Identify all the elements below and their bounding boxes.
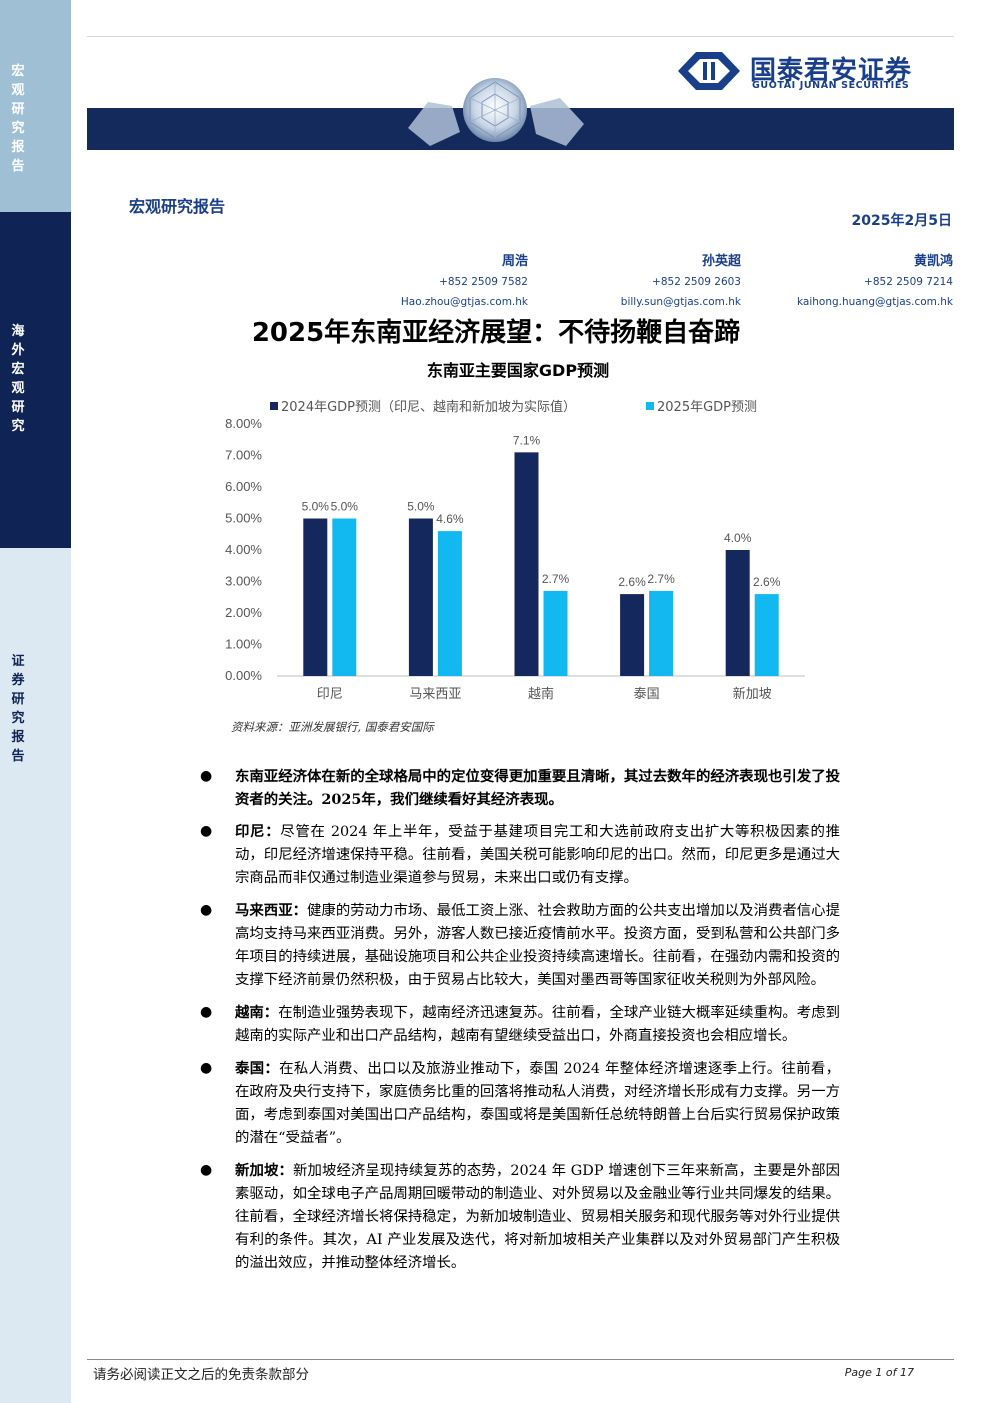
x-tick-label: 新加坡	[733, 686, 772, 702]
data-label: 4.6%	[436, 512, 464, 526]
data-label: 2.7%	[542, 572, 570, 586]
x-tick-label: 马来西亚	[409, 687, 461, 702]
author-block: 孙英超 +852 2509 2603 billy.sun@gtjas.com.h…	[541, 250, 741, 312]
footer-disclaimer: 请务必阅读正文之后的免责条款部分	[93, 1367, 309, 1383]
sidebar-segment-macro: 宏观研究报告	[0, 0, 71, 212]
bullet-text: 东南亚经济体在新的全球格局中的定位变得更加重要且清晰，其过去数年的经济表现也引发…	[235, 768, 840, 808]
author-block: 周浩 +852 2509 7582 Hao.zhou@gtjas.com.hk	[328, 250, 528, 312]
bullet-item: ● 马来西亚：健康的劳动力市场、最低工资上涨、社会救助方面的公共支出增加以及消费者…	[200, 899, 840, 992]
data-label: 7.1%	[513, 433, 541, 447]
legend-swatch	[646, 402, 654, 410]
sidebar-segment-securities: 证券研究报告	[0, 548, 71, 1403]
logo-text-en: GUOTAI JUNAN SECURITIES	[752, 80, 910, 91]
x-tick-label: 越南	[528, 686, 554, 702]
y-tick-label: 5.00%	[225, 511, 262, 526]
report-title: 2025年东南亚经济展望：不待扬鞭自奋蹄	[251, 318, 741, 348]
legend-label: 2025年GDP预测	[657, 400, 757, 415]
bar-2024	[725, 550, 750, 676]
bar-2025	[332, 518, 357, 676]
bar-2024	[620, 594, 645, 676]
logo-icon	[678, 52, 740, 90]
author-phone: +852 2509 2603	[652, 276, 741, 288]
sidebar-label-macro: 宏观研究报告	[11, 64, 25, 174]
author-email[interactable]: billy.sun@gtjas.com.hk	[620, 296, 741, 308]
author-name: 周浩	[501, 254, 528, 269]
company-logo: 国泰君安证券 GUOTAI JUNAN SECURITIES	[676, 50, 956, 92]
bullet-item: ● 泰国：在私人消费、出口以及旅游业推动下，泰国 2024 年整体经济增速逐季上行…	[200, 1057, 840, 1150]
bullet-label: 新加坡：	[235, 1162, 293, 1179]
bullet-label: 印尼：	[235, 823, 281, 840]
bar-2025	[754, 594, 779, 676]
y-tick-label: 3.00%	[225, 574, 262, 589]
bar-2024	[408, 518, 433, 676]
page-number: Page 1 of 17	[844, 1366, 914, 1379]
bullet-list: ● 东南亚经济体在新的全球格局中的定位变得更加重要且清晰，其过去数年的经济表现也引…	[200, 765, 840, 1284]
data-label: 5.0%	[331, 500, 359, 514]
bullet-text: 尽管在 2024 年上半年，受益于基建项目完工和大选前政府支出扩大等积极因素的推…	[235, 824, 840, 886]
data-label: 5.0%	[407, 500, 435, 514]
data-label: 2.7%	[647, 572, 675, 586]
author-email[interactable]: Hao.zhou@gtjas.com.hk	[400, 296, 528, 308]
footer-rule	[87, 1359, 954, 1360]
bullet-item: ● 新加坡：新加坡经济呈现持续复苏的态势，2024 年 GDP 增速创下三年来新高…	[200, 1159, 840, 1275]
x-tick-label: 泰国	[634, 687, 660, 702]
bullet-text: 健康的劳动力市场、最低工资上涨、社会救助方面的公共支出增加以及消费者信心提高均支…	[235, 903, 840, 988]
bar-2025	[437, 531, 462, 676]
chart-title: 东南亚主要国家GDP预测	[426, 361, 610, 380]
header-rule	[87, 36, 954, 37]
y-tick-label: 6.00%	[225, 479, 262, 494]
author-name: 黄凯鸿	[913, 254, 953, 269]
bullet-item: ● 越南：在制造业强势表现下，越南经济迅速复苏。往前看，全球产业链大概率延续重构。…	[200, 1001, 840, 1048]
sidebar-label-securities: 证券研究报告	[11, 654, 25, 764]
report-date: 2025年2月5日	[851, 213, 952, 229]
y-tick-label: 4.00%	[225, 542, 262, 557]
y-tick-label: 0.00%	[225, 668, 262, 683]
author-phone: +852 2509 7582	[439, 276, 528, 288]
sidebar: 宏观研究报告 海外宏观研究 证券研究报告	[0, 0, 71, 1403]
y-tick-label: 1.00%	[225, 637, 262, 652]
bar-2025	[543, 590, 568, 676]
author-email[interactable]: kaihong.huang@gtjas.com.hk	[797, 296, 953, 308]
chart-source: 资料来源：亚洲发展银行, 国泰君安国际	[231, 720, 434, 734]
bullet-label: 越南：	[235, 1004, 279, 1021]
bullet-icon: ●	[200, 823, 213, 839]
bullet-text: 在私人消费、出口以及旅游业推动下，泰国 2024 年整体经济增速逐季上行。往前看…	[235, 1061, 840, 1146]
gdp-bar-chart: 0.00% 1.00% 2.00% 3.00% 4.00% 5.00% 6.00% 7.00%…	[225, 399, 805, 702]
report-type: 宏观研究报告	[129, 197, 226, 216]
data-label: 5.0%	[302, 500, 330, 514]
y-tick-label: 7.00%	[225, 448, 262, 463]
logo-text-cn: 国泰君安证券	[750, 56, 913, 86]
legend-label: 2024年GDP预测（印尼、越南和新加坡为实际值）	[281, 399, 576, 415]
bar-2025	[649, 590, 674, 676]
bullet-item: ● 东南亚经济体在新的全球格局中的定位变得更加重要且清晰，其过去数年的经济表现也引…	[200, 765, 840, 811]
author-phone: +852 2509 7214	[864, 276, 953, 288]
bullet-item: ● 印尼：尽管在 2024 年上半年，受益于基建项目完工和大选前政府支出扩大等积极…	[200, 820, 840, 890]
bullet-label: 马来西亚：	[235, 902, 308, 919]
bullet-text: 在制造业强势表现下，越南经济迅速复苏。往前看，全球产业链大概率延续重构。考虑到越…	[235, 1005, 840, 1044]
bar-2024	[303, 518, 328, 676]
y-tick-label: 2.00%	[225, 605, 262, 620]
legend-swatch	[270, 402, 278, 410]
bullet-icon: ●	[200, 1004, 213, 1020]
diamond-graphic	[408, 78, 584, 146]
bullet-text: 新加坡经济呈现持续复苏的态势，2024 年 GDP 增速创下三年来新高，主要是外…	[235, 1163, 840, 1271]
sidebar-segment-overseas: 海外宏观研究	[0, 212, 71, 548]
bullet-icon: ●	[200, 1060, 213, 1076]
x-tick-label: 印尼	[317, 687, 343, 702]
bar-2024	[514, 452, 539, 676]
bullet-label: 泰国：	[235, 1060, 280, 1077]
bullet-icon: ●	[200, 902, 213, 918]
y-tick-label: 8.00%	[225, 416, 262, 431]
data-label: 4.0%	[724, 531, 752, 545]
bullet-icon: ●	[200, 768, 213, 784]
data-label: 2.6%	[753, 575, 781, 589]
data-label: 2.6%	[618, 575, 646, 589]
author-block: 黄凯鸿 +852 2509 7214 kaihong.huang@gtjas.c…	[753, 250, 953, 312]
bullet-icon: ●	[200, 1162, 213, 1178]
author-name: 孙英超	[701, 254, 741, 269]
sidebar-label-overseas: 海外宏观研究	[11, 324, 25, 434]
